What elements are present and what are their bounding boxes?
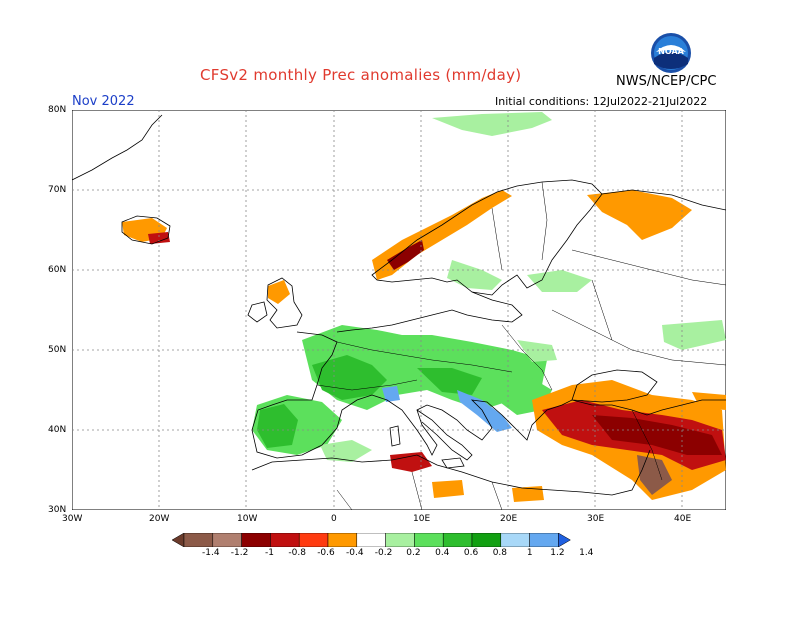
colorbar-swatch xyxy=(212,533,242,547)
colorbar-label: 1.2 xyxy=(550,548,565,558)
colorbar-label: 0.4 xyxy=(435,548,450,558)
colorbar-swatch xyxy=(298,533,329,547)
uk-coast xyxy=(266,277,303,329)
lat-label: 40N xyxy=(48,425,67,435)
logo-text: NOAA xyxy=(658,47,684,56)
coastlines xyxy=(72,114,726,496)
initial-conditions: Initial conditions: 12Jul2022-21Jul2022 xyxy=(495,95,708,108)
iberia-wet-strong xyxy=(257,404,298,448)
colorbar-swatch xyxy=(327,533,358,547)
colorbar-label: -1.2 xyxy=(230,548,249,558)
lon-label: 20W xyxy=(149,514,170,524)
colorbar-label: -1.4 xyxy=(202,548,220,558)
colorbar-label: 1 xyxy=(526,548,533,558)
colorbar-swatch xyxy=(356,533,386,547)
europe-coast xyxy=(251,331,726,459)
lon-label: 30E xyxy=(587,514,605,524)
egypt-dry xyxy=(512,486,544,502)
colorbar-label: 1.4 xyxy=(579,548,594,558)
adriatic-wet-blue xyxy=(457,390,512,432)
colorbar-swatch xyxy=(270,533,300,547)
lon-label: 10W xyxy=(237,514,258,524)
graticule xyxy=(72,110,726,510)
baltic-coast xyxy=(336,291,523,333)
uk-dry xyxy=(268,280,290,304)
france-wet-strong xyxy=(312,355,387,400)
colorbar-label: -0.4 xyxy=(346,548,364,558)
ukraine-wet xyxy=(517,340,557,362)
greenland-coast xyxy=(72,114,163,181)
norway-dry-strong xyxy=(387,240,424,270)
lat-label: 60N xyxy=(48,265,67,275)
lon-label: 40E xyxy=(674,514,692,524)
lat-label: 80N xyxy=(48,105,67,115)
colorbar-label: 0.2 xyxy=(406,548,421,558)
lon-label: 30W xyxy=(62,514,83,524)
baltic-wet xyxy=(527,270,592,292)
anomaly-map xyxy=(72,110,726,510)
italy-coast xyxy=(416,409,473,461)
colorbar-arrow-left xyxy=(172,533,185,547)
sardinia-coast xyxy=(389,425,401,447)
colorbar-label: -0.8 xyxy=(288,548,306,558)
anomaly-field xyxy=(122,112,726,502)
black-sea-coast xyxy=(571,369,658,403)
iceland-dry-strong xyxy=(148,232,170,244)
colorbar-label: 0.6 xyxy=(463,548,479,558)
colorbar-label: -0.6 xyxy=(317,548,335,558)
lat-label: 30N xyxy=(48,505,67,515)
lon-label: 20E xyxy=(500,514,518,524)
north-italy-blue xyxy=(382,386,400,402)
lon-label: 0 xyxy=(331,514,337,524)
colorbar-swatch xyxy=(183,533,214,547)
colorbar-label: 0.8 xyxy=(492,548,508,558)
country-borders xyxy=(316,181,726,510)
colorbar-swatch xyxy=(241,533,271,547)
colorbar-swatch xyxy=(529,533,559,547)
sahara-dry xyxy=(432,480,464,498)
lat-label: 70N xyxy=(48,185,67,195)
lon-label: 10E xyxy=(413,514,431,524)
forecast-month: Nov 2022 xyxy=(72,94,135,109)
sicily-coast xyxy=(441,457,465,469)
turkey-dry-strong xyxy=(592,415,722,455)
russia-east-wet xyxy=(662,320,726,350)
agency-label: NWS/NCEP/CPC xyxy=(616,74,717,89)
levant-dry-brown xyxy=(637,455,672,495)
alps-wet-strong xyxy=(417,368,482,395)
colorbar-swatch xyxy=(442,533,473,547)
africa-coast xyxy=(251,449,651,496)
colorbar-swatch xyxy=(414,533,444,547)
scandinavia-coast xyxy=(371,179,603,296)
colorbar-label: -0.2 xyxy=(374,548,393,558)
colorbar xyxy=(172,533,571,547)
ireland-coast xyxy=(247,301,268,323)
noaa-logo-icon: NOAA xyxy=(651,33,691,73)
greenland-sea-wet xyxy=(432,112,552,136)
colorbar-label: -1 xyxy=(265,548,274,558)
lat-label: 50N xyxy=(48,345,67,355)
colorbar-swatch xyxy=(500,533,530,547)
map-title: CFSv2 monthly Prec anomalies (mm/day) xyxy=(200,66,522,84)
colorbar-swatch xyxy=(471,533,502,547)
iceland-coast xyxy=(121,215,171,245)
colorbar-swatch xyxy=(385,533,415,547)
colorbar-arrow-right xyxy=(558,533,571,547)
caucasus-dry xyxy=(692,392,726,410)
north-africa-wet xyxy=(320,440,372,462)
russia-north-coast xyxy=(601,189,726,211)
russia-north-dry xyxy=(587,190,692,240)
